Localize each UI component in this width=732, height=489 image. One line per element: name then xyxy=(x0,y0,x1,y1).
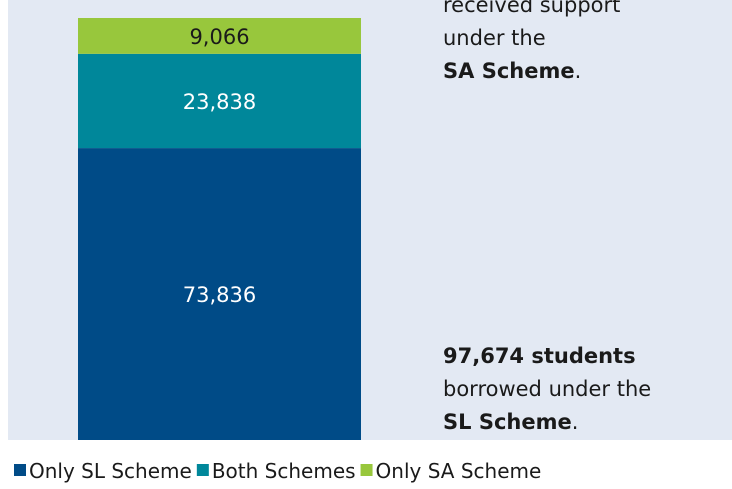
legend-swatch xyxy=(360,464,373,476)
annotation-line: 97,674 students xyxy=(443,344,636,368)
annotation-line: SL Scheme. xyxy=(443,410,578,434)
legend-label: Both Schemes xyxy=(212,459,356,483)
annotation-line: borrowed under the xyxy=(443,377,651,401)
annotation-text: under the xyxy=(443,26,546,50)
legend-label: Only SA Scheme xyxy=(376,459,542,483)
legend-swatch xyxy=(196,464,209,476)
annotation-text: borrowed under the xyxy=(443,377,651,401)
annotation-line: under the xyxy=(443,26,546,50)
annotation-text: 97,674 students xyxy=(443,344,636,368)
value-label: 23,838 xyxy=(183,90,256,114)
annotation-text: . xyxy=(575,59,582,83)
bar-segment xyxy=(78,148,361,440)
annotation-text: . xyxy=(572,410,579,434)
annotation-text: SL Scheme xyxy=(443,410,572,434)
value-label: 9,066 xyxy=(189,25,249,49)
bar-segment xyxy=(78,53,361,149)
annotation-text: received support xyxy=(443,0,620,17)
legend-swatch xyxy=(14,464,26,476)
annotation-text: SA Scheme xyxy=(443,59,575,83)
annotation-line: received support xyxy=(443,0,620,17)
legend-label: Only SL Scheme xyxy=(29,459,192,483)
value-label: 73,836 xyxy=(183,283,256,307)
annotation-line: SA Scheme. xyxy=(443,59,581,83)
bar-segment xyxy=(78,18,361,54)
